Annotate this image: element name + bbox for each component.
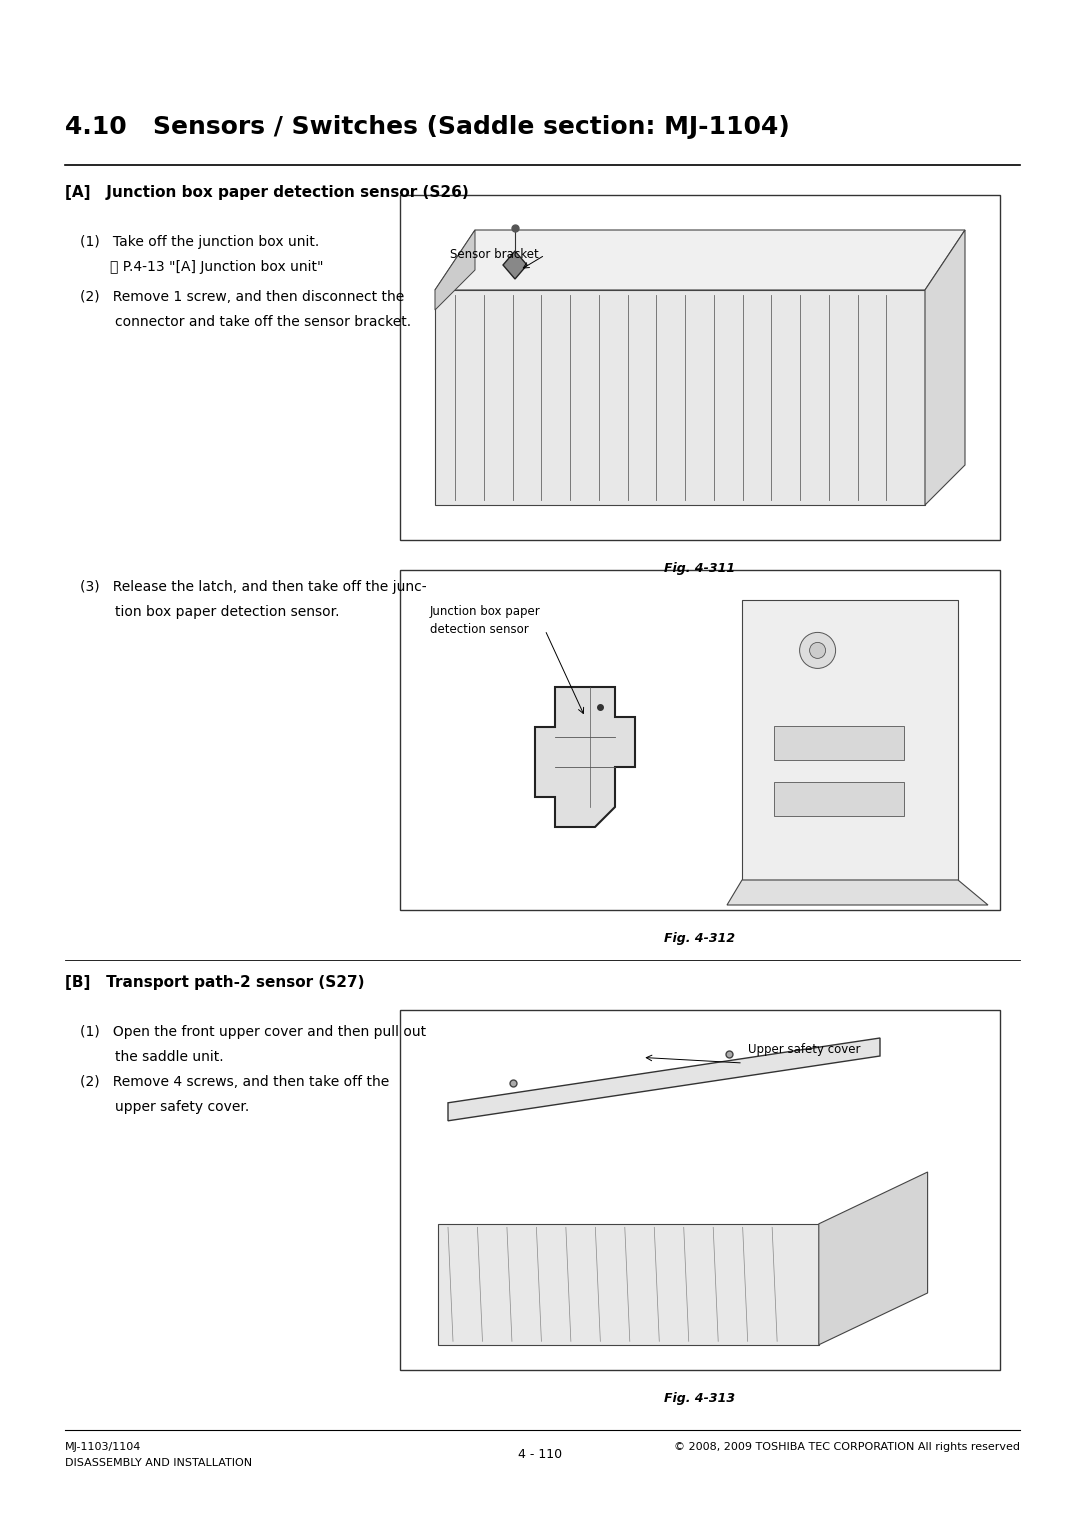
Text: Fig. 4-312: Fig. 4-312 <box>664 931 735 945</box>
Text: (2)   Remove 1 screw, and then disconnect the: (2) Remove 1 screw, and then disconnect … <box>80 290 404 304</box>
Polygon shape <box>535 687 635 828</box>
Polygon shape <box>503 250 527 279</box>
Circle shape <box>810 643 825 658</box>
Bar <box>742 600 958 880</box>
Text: Fig. 4-313: Fig. 4-313 <box>664 1393 735 1405</box>
Bar <box>400 1009 1000 1370</box>
Circle shape <box>799 632 836 669</box>
Polygon shape <box>924 231 966 505</box>
Text: [A]   Junction box paper detection sensor (S26): [A] Junction box paper detection sensor … <box>65 185 469 200</box>
Text: ⌹ P.4-13 "[A] Junction box unit": ⌹ P.4-13 "[A] Junction box unit" <box>110 260 324 273</box>
Text: upper safety cover.: upper safety cover. <box>80 1099 249 1115</box>
Text: the saddle unit.: the saddle unit. <box>80 1051 224 1064</box>
Polygon shape <box>448 1038 880 1121</box>
Bar <box>400 570 1000 910</box>
Text: Upper safety cover: Upper safety cover <box>748 1043 861 1057</box>
Text: Fig. 4-311: Fig. 4-311 <box>664 562 735 576</box>
Text: MJ-1103/1104: MJ-1103/1104 <box>65 1441 141 1452</box>
Text: 4.10   Sensors / Switches (Saddle section: MJ-1104): 4.10 Sensors / Switches (Saddle section:… <box>65 115 789 139</box>
Text: connector and take off the sensor bracket.: connector and take off the sensor bracke… <box>80 315 411 328</box>
Bar <box>774 725 904 759</box>
Text: Junction box paper: Junction box paper <box>430 605 541 618</box>
Text: Sensor bracket: Sensor bracket <box>450 249 539 261</box>
Text: 4 - 110: 4 - 110 <box>518 1448 562 1461</box>
Text: (1)   Open the front upper cover and then pull out: (1) Open the front upper cover and then … <box>80 1025 427 1038</box>
Polygon shape <box>435 231 475 310</box>
Polygon shape <box>435 231 966 290</box>
Text: detection sensor: detection sensor <box>430 623 529 637</box>
Bar <box>774 782 904 815</box>
Text: © 2008, 2009 TOSHIBA TEC CORPORATION All rights reserved: © 2008, 2009 TOSHIBA TEC CORPORATION All… <box>674 1441 1020 1452</box>
Text: tion box paper detection sensor.: tion box paper detection sensor. <box>80 605 339 618</box>
Text: [B]   Transport path-2 sensor (S27): [B] Transport path-2 sensor (S27) <box>65 976 365 989</box>
Text: (1)   Take off the junction box unit.: (1) Take off the junction box unit. <box>80 235 320 249</box>
Text: (3)   Release the latch, and then take off the junc-: (3) Release the latch, and then take off… <box>80 580 427 594</box>
Text: (2)   Remove 4 screws, and then take off the: (2) Remove 4 screws, and then take off t… <box>80 1075 389 1089</box>
Polygon shape <box>438 1223 819 1345</box>
Bar <box>400 195 1000 541</box>
Polygon shape <box>727 880 988 906</box>
Text: DISASSEMBLY AND INSTALLATION: DISASSEMBLY AND INSTALLATION <box>65 1458 252 1467</box>
Polygon shape <box>435 290 924 505</box>
Polygon shape <box>819 1173 928 1345</box>
